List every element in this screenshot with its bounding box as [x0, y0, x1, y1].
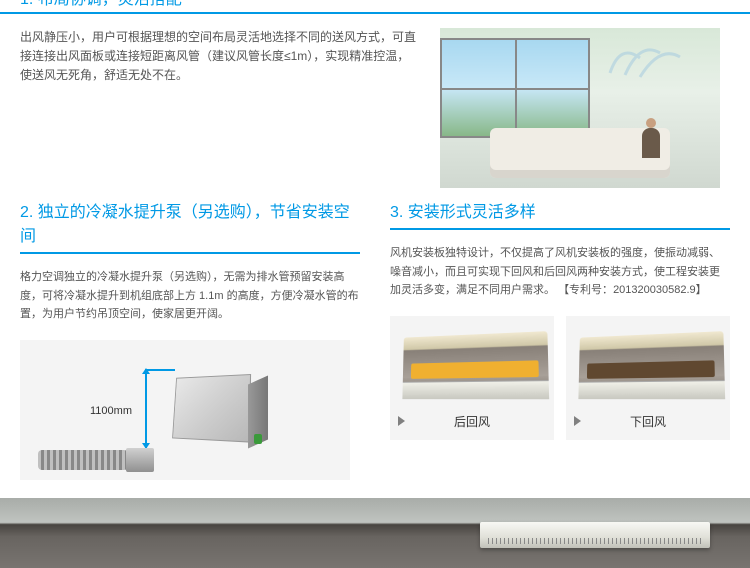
- unit-band-2: [587, 360, 715, 379]
- install-diagram: 后回风 下回风: [390, 316, 730, 440]
- unit-front-1: [402, 380, 549, 399]
- unit-back-return: 后回风: [390, 316, 554, 440]
- patent-info: 【专利号：201320030582.9】: [558, 284, 707, 296]
- section1-content: 出风静压小，用户可根据理想的空间布局灵活地选择不同的送风方式，可直接连接出风面板…: [20, 28, 730, 188]
- pump-box-graphic: [172, 374, 251, 443]
- section2-header: 2. 独立的冷凝水提升泵（另选购），节省安装空间: [20, 198, 360, 254]
- unit-band-1: [411, 360, 539, 379]
- section2: 2. 独立的冷凝水提升泵（另选购），节省安装空间 格力空调独立的冷凝水提升泵（另…: [20, 198, 360, 480]
- section3-header: 3. 安装形式灵活多样: [390, 198, 730, 230]
- arrow-right-icon: [398, 416, 410, 426]
- unit-down-return: 下回风: [566, 316, 730, 440]
- pump-nozzle-graphic: [254, 434, 262, 444]
- label-down-return: 下回风: [574, 413, 722, 430]
- person-graphic: [642, 128, 660, 158]
- section3-text: 风机安装板独特设计，不仅提高了风机安装板的强度，使振动减弱、噪音减小，而且可实现…: [390, 244, 730, 300]
- dimension-label: 1100mm: [90, 405, 132, 417]
- section1-title: 1. 布局协调，灵活搭配: [20, 0, 182, 8]
- footer-room-image: [0, 498, 750, 568]
- arrow-right-icon-2: [574, 416, 586, 426]
- section2-text: 格力空调独立的冷凝水提升泵（另选购），无需为排水管预留安装高度，可将冷凝水提升到…: [20, 268, 360, 324]
- label-back-return: 后回风: [398, 413, 546, 430]
- section1-header-partial: 1. 布局协调，灵活搭配: [0, 0, 750, 14]
- unit-front-2: [578, 380, 725, 399]
- room-illustration: [440, 28, 720, 188]
- section3-title: 3. 安装形式灵活多样: [390, 198, 730, 222]
- page-container: 1. 布局协调，灵活搭配 出风静压小，用户可根据理想的空间布局灵活地选择不同的送…: [0, 0, 750, 568]
- pump-diagram: 1100mm: [20, 340, 350, 480]
- patent-close: 】: [696, 284, 707, 296]
- ceiling-unit-graphic: [480, 522, 710, 548]
- section1: 出风静压小，用户可根据理想的空间布局灵活地选择不同的送风方式，可直接连接出风面板…: [0, 28, 750, 198]
- two-column-row: 2. 独立的冷凝水提升泵（另选购），节省安装空间 格力空调独立的冷凝水提升泵（另…: [0, 198, 750, 480]
- section1-text: 出风静压小，用户可根据理想的空间布局灵活地选择不同的送风方式，可直接连接出风面板…: [20, 28, 420, 188]
- flex-pipe-graphic: [38, 450, 128, 470]
- unit-graphic-1: [402, 331, 549, 399]
- patent-number: 201320030582.9: [613, 284, 696, 296]
- unit-graphic-2: [578, 331, 725, 399]
- arrow-up-icon: [142, 364, 150, 374]
- airflow-icon: [590, 33, 690, 83]
- pipe-end-graphic: [126, 448, 154, 472]
- dimension-arrow: [145, 370, 147, 448]
- section2-title: 2. 独立的冷凝水提升泵（另选购），节省安装空间: [20, 198, 360, 246]
- section3: 3. 安装形式灵活多样 风机安装板独特设计，不仅提高了风机安装板的强度，使振动减…: [390, 198, 730, 480]
- patent-label: 【专利号：: [558, 284, 613, 296]
- window-graphic: [440, 38, 590, 138]
